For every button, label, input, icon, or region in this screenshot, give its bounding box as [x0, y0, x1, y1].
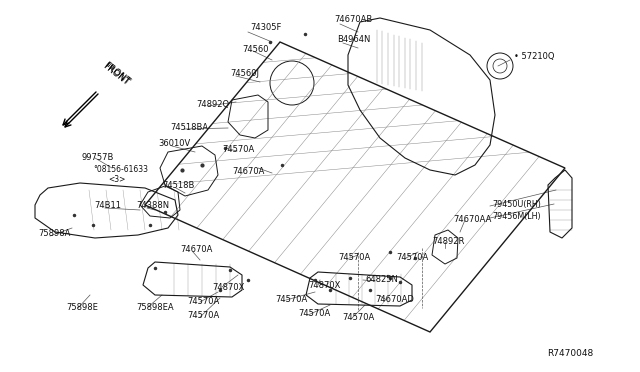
Text: FRONT: FRONT [102, 60, 132, 86]
Text: 74870X: 74870X [212, 282, 244, 292]
Text: 74870X: 74870X [308, 280, 340, 289]
Text: 74570A: 74570A [338, 253, 371, 263]
Text: 74570A: 74570A [222, 144, 254, 154]
Text: • 57210Q: • 57210Q [514, 52, 554, 61]
Text: 74305F: 74305F [250, 23, 282, 32]
Text: 79456M(LH): 79456M(LH) [492, 212, 541, 221]
Text: 74670AA: 74670AA [453, 215, 492, 224]
Text: FRONT: FRONT [101, 61, 131, 87]
Text: 75898EA: 75898EA [136, 304, 173, 312]
Text: B4964N: B4964N [337, 35, 371, 45]
Text: 74892Q: 74892Q [196, 99, 229, 109]
Text: 74518B: 74518B [162, 182, 195, 190]
Text: 99757B: 99757B [82, 153, 115, 161]
Text: 75898A: 75898A [38, 230, 70, 238]
Text: 36010V: 36010V [158, 138, 190, 148]
Text: R7470048: R7470048 [547, 350, 593, 359]
Text: 74388N: 74388N [136, 202, 169, 211]
Text: 74670A: 74670A [180, 246, 212, 254]
Text: 74570A: 74570A [396, 253, 428, 263]
Text: 74560: 74560 [242, 45, 269, 54]
Text: 74570A: 74570A [342, 314, 374, 323]
Text: 74560J: 74560J [230, 68, 259, 77]
Text: 74670A: 74670A [232, 167, 264, 176]
Text: 74892R: 74892R [432, 237, 465, 247]
Text: 74570A: 74570A [187, 296, 220, 305]
Text: 74518BA: 74518BA [170, 122, 208, 131]
Text: °08156-61633: °08156-61633 [93, 164, 148, 173]
Text: 79450U(RH): 79450U(RH) [492, 199, 541, 208]
Text: 74570A: 74570A [187, 311, 220, 320]
Text: 74B11: 74B11 [94, 202, 121, 211]
Text: 74570A: 74570A [298, 310, 330, 318]
Text: 74670AD: 74670AD [375, 295, 414, 305]
Text: 75898E: 75898E [66, 304, 98, 312]
Text: 64825N: 64825N [365, 276, 398, 285]
Text: 74670AB: 74670AB [334, 16, 372, 25]
Text: 74570A: 74570A [275, 295, 307, 304]
Text: <3>: <3> [108, 176, 125, 185]
